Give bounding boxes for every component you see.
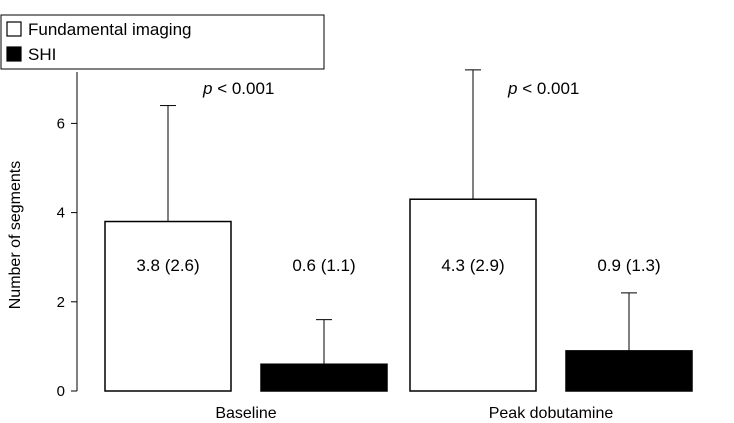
p-value-text: < 0.001 bbox=[212, 79, 274, 98]
y-axis-label: Number of segments bbox=[7, 161, 24, 310]
bar bbox=[260, 363, 388, 392]
x-tick-label: Baseline bbox=[215, 405, 276, 422]
legend: Fundamental imaging SHI bbox=[0, 14, 325, 70]
p-symbol: p bbox=[507, 79, 517, 98]
value-labels: 3.8 (2.6) 0.6 (1.1) 4.3 (2.9) 0.9 (1.3) bbox=[136, 256, 660, 275]
p-value-annotation: p < 0.001 bbox=[202, 79, 274, 98]
axes: 0 2 4 6 Baseline Peak dobutamine bbox=[57, 72, 614, 422]
legend-label: SHI bbox=[28, 45, 56, 64]
bar bbox=[565, 350, 693, 392]
annotations: p < 0.001 p < 0.001 bbox=[202, 79, 579, 98]
error-bars bbox=[160, 69, 637, 365]
bar bbox=[409, 198, 537, 392]
data-label: 0.9 (1.3) bbox=[597, 256, 660, 275]
legend-box bbox=[0, 14, 325, 70]
legend-swatch bbox=[6, 46, 22, 62]
p-value-text: < 0.001 bbox=[517, 79, 579, 98]
y-tick-label: 2 bbox=[57, 294, 65, 311]
x-tick-label: Peak dobutamine bbox=[489, 405, 614, 422]
data-label: 4.3 (2.9) bbox=[441, 256, 504, 275]
data-label: 0.6 (1.1) bbox=[292, 256, 355, 275]
y-tick-label: 4 bbox=[57, 205, 65, 222]
y-tick-label: 6 bbox=[57, 115, 65, 132]
y-tick-label: 0 bbox=[57, 383, 65, 400]
data-label: 3.8 (2.6) bbox=[136, 256, 199, 275]
bar bbox=[104, 220, 232, 392]
p-symbol: p bbox=[202, 79, 212, 98]
legend-label: Fundamental imaging bbox=[28, 20, 191, 39]
bars bbox=[104, 198, 693, 392]
p-value-annotation: p < 0.001 bbox=[507, 79, 579, 98]
legend-swatch bbox=[6, 21, 22, 37]
